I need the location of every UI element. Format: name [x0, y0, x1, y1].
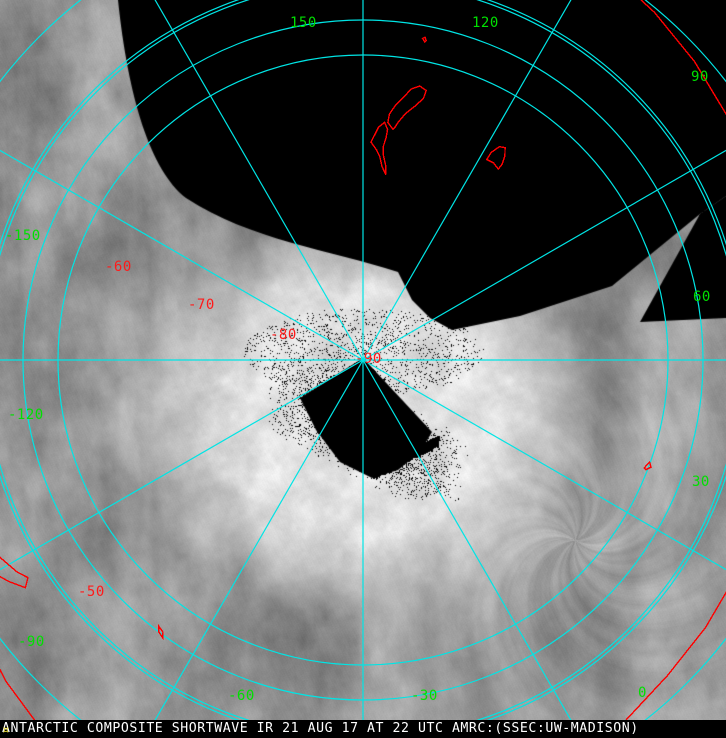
satellite-imagery-canvas	[0, 0, 726, 720]
caption-bar: ANTARCTIC COMPOSITE SHORTWAVE IR 21 AUG …	[0, 720, 726, 738]
caption-text: ANTARCTIC COMPOSITE SHORTWAVE IR 21 AUG …	[2, 721, 639, 736]
caption-marker-icon: ¤	[2, 723, 10, 737]
